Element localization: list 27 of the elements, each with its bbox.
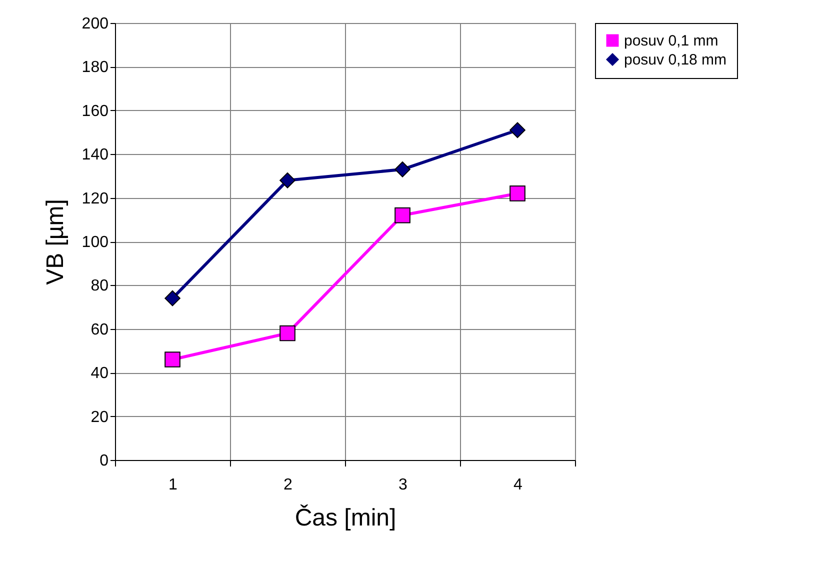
y-axis-title: VB [µm] (42, 199, 69, 285)
y-tick-label: 80 (90, 278, 109, 295)
y-tick-label: 60 (90, 321, 109, 338)
x-tick-label: 4 (514, 476, 523, 494)
point (510, 186, 526, 202)
y-tick-label: 120 (82, 190, 109, 208)
x-axis-title: Čas [min] (294, 504, 396, 532)
point (280, 325, 296, 342)
x-tick-label: 2 (284, 476, 293, 494)
y-tick-label: 40 (90, 365, 109, 382)
legend-label: posuv 0,1 mm (624, 32, 718, 50)
x-tick-label: 1 (168, 476, 178, 494)
point (164, 290, 180, 306)
point (394, 161, 410, 178)
y-tick-label: 20 (90, 408, 109, 426)
y-tick-label: 140 (82, 146, 109, 164)
point (280, 172, 296, 188)
x-tick-label: 3 (398, 476, 408, 494)
y-tick-label: 180 (82, 59, 109, 76)
legend-label: posuv 0,18 mm (624, 52, 727, 68)
y-tick-label: 200 (82, 16, 109, 32)
point (164, 352, 180, 368)
point (394, 207, 410, 224)
y-tick-label: 100 (82, 234, 109, 251)
point (510, 122, 526, 138)
y-tick-label: 160 (82, 102, 109, 120)
y-tick-label: 0 (100, 452, 109, 470)
